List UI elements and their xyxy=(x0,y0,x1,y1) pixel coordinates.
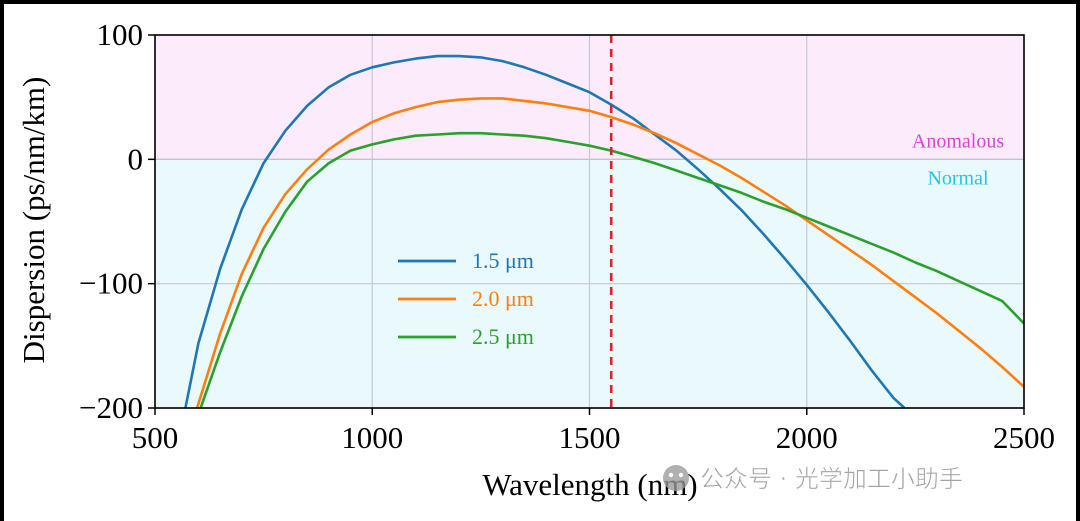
plot-area xyxy=(154,34,1025,409)
wechat-icon xyxy=(663,465,689,491)
wechat-icon-eye-left xyxy=(668,472,674,478)
legend-label-1: 1.5 μm xyxy=(472,248,534,273)
x-tick-label: 1500 xyxy=(559,420,621,455)
x-axis-label: Wavelength (nm) xyxy=(482,467,697,502)
legend: 1.5 μm 2.0 μm 2.5 μm xyxy=(398,248,534,349)
legend-label-3: 2.5 μm xyxy=(472,324,534,349)
y-tick-label: 100 xyxy=(97,17,144,52)
y-axis-ticks: −200 −100 0 100 xyxy=(79,17,155,425)
x-axis-ticks: 500 1000 1500 2000 2500 xyxy=(132,408,1055,455)
legend-label-2: 2.0 μm xyxy=(472,286,534,311)
x-tick-label: 2000 xyxy=(776,420,838,455)
y-tick-label: −200 xyxy=(79,390,143,425)
series-line-1 xyxy=(184,54,906,408)
watermark: 公众号 · 光学加工小助手 xyxy=(663,465,963,493)
normal-label: Normal xyxy=(927,167,989,189)
x-tick-label: 500 xyxy=(132,420,179,455)
y-tick-label: 0 xyxy=(128,141,144,176)
watermark-text: 公众号 · 光学加工小助手 xyxy=(700,465,963,493)
y-tick-label: −100 xyxy=(79,266,143,301)
series-line-2 xyxy=(195,97,1024,408)
x-tick-label: 2500 xyxy=(993,420,1055,455)
anomalous-label: Anomalous xyxy=(912,130,1004,152)
y-axis-label: Dispersion (ps/nm/km) xyxy=(16,77,51,364)
x-tick-label: 1000 xyxy=(341,420,403,455)
wechat-icon-eye-right xyxy=(678,472,684,478)
